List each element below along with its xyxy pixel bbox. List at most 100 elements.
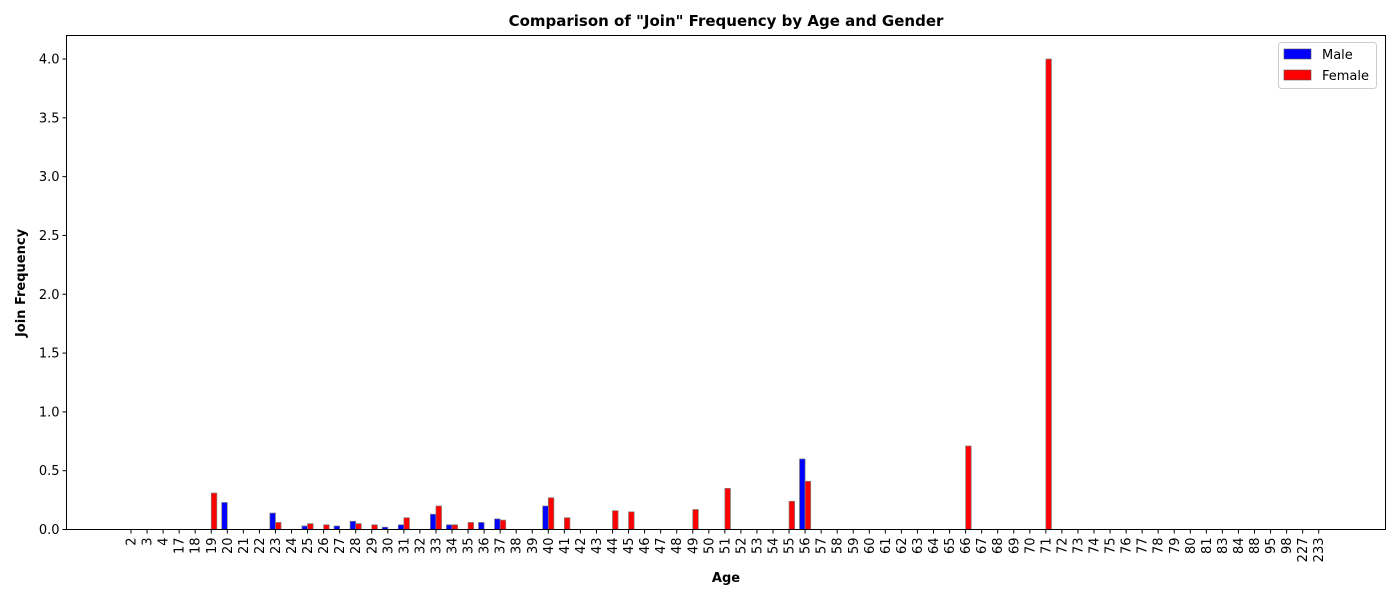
x-tick-label: 49 — [686, 538, 701, 555]
bar-female-41 — [563, 517, 571, 530]
bar-male-37 — [494, 518, 501, 530]
x-tick-label: 25 — [301, 538, 316, 555]
x-tick-label: 81 — [1200, 538, 1215, 555]
legend-label-female: Female — [1322, 69, 1369, 84]
x-tick-label: 28 — [349, 538, 364, 555]
bar-female-26 — [323, 524, 330, 530]
legend-swatch-male — [1283, 48, 1312, 60]
x-tick-label: 84 — [1232, 538, 1247, 555]
x-tick-label: 44 — [606, 538, 621, 555]
x-tick-label: 4 — [157, 538, 172, 546]
x-tick-label: 34 — [446, 538, 461, 555]
x-tick-label: 64 — [927, 538, 942, 555]
x-tick-label: 60 — [863, 538, 878, 555]
bar-female-28 — [355, 523, 362, 530]
x-tick-label: 98 — [1280, 538, 1295, 555]
x-tick-label: 47 — [654, 538, 669, 555]
x-tick-label: 35 — [462, 538, 477, 555]
x-tick-label: 23 — [269, 538, 284, 555]
x-tick-label: 63 — [911, 538, 926, 555]
x-tick-label: 62 — [895, 538, 910, 555]
x-tick-label: 65 — [943, 538, 958, 555]
x-tick-label: 53 — [750, 538, 765, 555]
bar-female-29 — [371, 524, 378, 530]
bar-male-31 — [397, 524, 405, 530]
x-tick-label: 75 — [1104, 538, 1119, 555]
x-tick-label: 20 — [221, 538, 236, 555]
y-tick-label: 2.5 — [39, 229, 60, 244]
x-axis-label: Age — [712, 571, 740, 586]
bar-female-44 — [612, 510, 619, 530]
x-tick-label: 32 — [413, 538, 428, 555]
x-tick-label: 59 — [847, 538, 862, 555]
x-tick-label: 68 — [991, 538, 1006, 555]
x-tick-label: 52 — [734, 538, 749, 555]
x-tick-label: 2 — [125, 538, 140, 546]
x-tick-label: 40 — [542, 538, 557, 555]
bars-group — [210, 58, 1052, 530]
bar-male-33 — [430, 513, 437, 530]
x-tick-label: 73 — [1071, 538, 1086, 555]
bar-female-51 — [724, 487, 731, 530]
x-tick-label: 80 — [1184, 538, 1199, 555]
chart-title: Comparison of "Join" Frequency by Age an… — [509, 12, 944, 30]
x-tick-label: 30 — [381, 538, 396, 555]
legend-swatch-female — [1283, 69, 1312, 81]
legend-label-male: Male — [1322, 48, 1353, 63]
x-tick-label: 71 — [1039, 538, 1054, 555]
y-tick-label: 2.0 — [39, 288, 60, 303]
bar-male-20 — [221, 502, 228, 530]
bar-female-45 — [628, 511, 635, 530]
bar-female-34 — [451, 524, 458, 530]
bar-female-31 — [403, 517, 410, 530]
bar-male-27 — [333, 525, 340, 530]
x-tick-label: 54 — [767, 538, 782, 555]
x-tick-label: 48 — [670, 538, 685, 555]
x-tick-label: 22 — [253, 538, 268, 555]
x-tick-label: 76 — [1120, 538, 1135, 555]
x-tick-label: 42 — [574, 538, 589, 555]
x-tick-label: 37 — [494, 538, 509, 555]
y-tick-label: 4.0 — [39, 53, 60, 68]
x-tick-label: 45 — [622, 538, 637, 555]
x-tick-label: 50 — [702, 538, 717, 555]
x-tick-label: 56 — [799, 538, 814, 555]
bar-male-40 — [542, 505, 549, 530]
x-tick-label: 33 — [429, 538, 444, 555]
x-tick-label: 78 — [1152, 538, 1167, 555]
x-tick-label: 233 — [1312, 538, 1327, 563]
x-tick-label: 77 — [1136, 538, 1151, 555]
x-tick-label: 36 — [478, 538, 493, 555]
x-tick-label: 26 — [317, 538, 332, 555]
y-tick-label: 3.5 — [39, 111, 60, 126]
bar-male-23 — [269, 512, 276, 530]
x-tick-label: 66 — [959, 538, 974, 555]
x-tick-label: 95 — [1264, 538, 1279, 555]
y-tick-label: 3.0 — [39, 170, 60, 185]
bar-male-36 — [478, 522, 485, 530]
x-tick-label: 61 — [879, 538, 894, 555]
x-tick-label: 27 — [333, 538, 348, 555]
x-tick-label: 51 — [718, 538, 733, 555]
y-axis-label: Join Frequency — [14, 228, 29, 338]
x-tick-label: 69 — [1007, 538, 1022, 555]
x-tick-label: 29 — [365, 538, 380, 555]
x-tick-label: 43 — [590, 538, 605, 555]
y-tick-label: 0.0 — [39, 523, 60, 538]
bar-female-56 — [804, 480, 812, 530]
x-tick-label: 46 — [638, 538, 653, 555]
x-tick-label: 19 — [205, 538, 220, 555]
bar-female-23 — [275, 522, 282, 530]
x-tick-label: 67 — [975, 538, 990, 555]
x-tick-label: 88 — [1248, 538, 1263, 555]
bar-female-55 — [788, 500, 795, 530]
x-tick-label: 57 — [815, 538, 830, 555]
x-tick-label: 70 — [1023, 538, 1038, 555]
y-tick-label: 1.0 — [39, 405, 60, 420]
x-tick-label: 72 — [1055, 538, 1070, 555]
bar-female-40 — [547, 497, 555, 530]
legend: Male Female — [1278, 42, 1377, 89]
x-tick-label: 83 — [1216, 538, 1231, 555]
bar-male-28 — [349, 520, 357, 530]
